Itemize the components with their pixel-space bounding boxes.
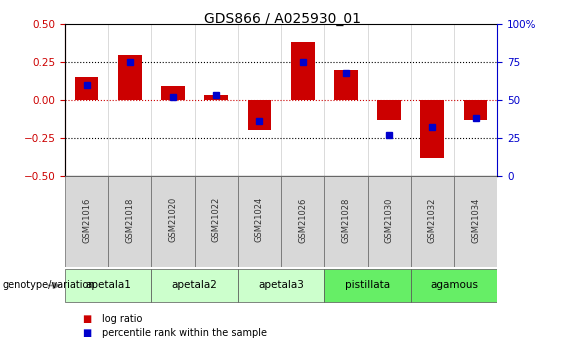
Text: ■: ■ <box>82 314 91 324</box>
Bar <box>205 96 228 100</box>
Text: log ratio: log ratio <box>102 314 142 324</box>
Bar <box>108 176 151 267</box>
Text: GDS866 / A025930_01: GDS866 / A025930_01 <box>204 12 361 26</box>
Bar <box>65 269 151 302</box>
Text: GSM21028: GSM21028 <box>341 197 350 243</box>
Bar <box>151 269 238 302</box>
Bar <box>324 176 368 267</box>
Bar <box>291 42 315 100</box>
Text: GSM21030: GSM21030 <box>385 197 394 243</box>
Text: GSM21018: GSM21018 <box>125 197 134 243</box>
Bar <box>65 176 108 267</box>
Bar <box>247 100 271 130</box>
Bar <box>161 86 185 100</box>
Text: GSM21024: GSM21024 <box>255 197 264 243</box>
Bar <box>454 176 497 267</box>
Bar <box>464 100 488 120</box>
Text: GSM21026: GSM21026 <box>298 197 307 243</box>
Bar <box>75 77 98 100</box>
Text: apetala1: apetala1 <box>85 280 131 290</box>
Bar <box>118 55 142 100</box>
Text: GSM21016: GSM21016 <box>82 197 91 243</box>
Bar <box>420 100 444 158</box>
Bar <box>194 176 238 267</box>
Bar <box>411 269 497 302</box>
Text: GSM21020: GSM21020 <box>168 197 177 243</box>
Bar <box>377 100 401 120</box>
Text: agamous: agamous <box>430 280 478 290</box>
Text: apetala3: apetala3 <box>258 280 304 290</box>
Text: GSM21032: GSM21032 <box>428 197 437 243</box>
Text: genotype/variation: genotype/variation <box>3 280 95 290</box>
Bar <box>334 70 358 100</box>
Bar <box>367 176 411 267</box>
Text: pistillata: pistillata <box>345 280 390 290</box>
Text: apetala2: apetala2 <box>172 280 218 290</box>
Text: GSM21022: GSM21022 <box>212 197 221 243</box>
Text: GSM21034: GSM21034 <box>471 197 480 243</box>
Bar <box>238 176 281 267</box>
Bar <box>281 176 324 267</box>
Bar <box>151 176 194 267</box>
Bar <box>324 269 411 302</box>
Bar <box>238 269 324 302</box>
Text: percentile rank within the sample: percentile rank within the sample <box>102 328 267 338</box>
Text: ■: ■ <box>82 328 91 338</box>
Bar <box>411 176 454 267</box>
